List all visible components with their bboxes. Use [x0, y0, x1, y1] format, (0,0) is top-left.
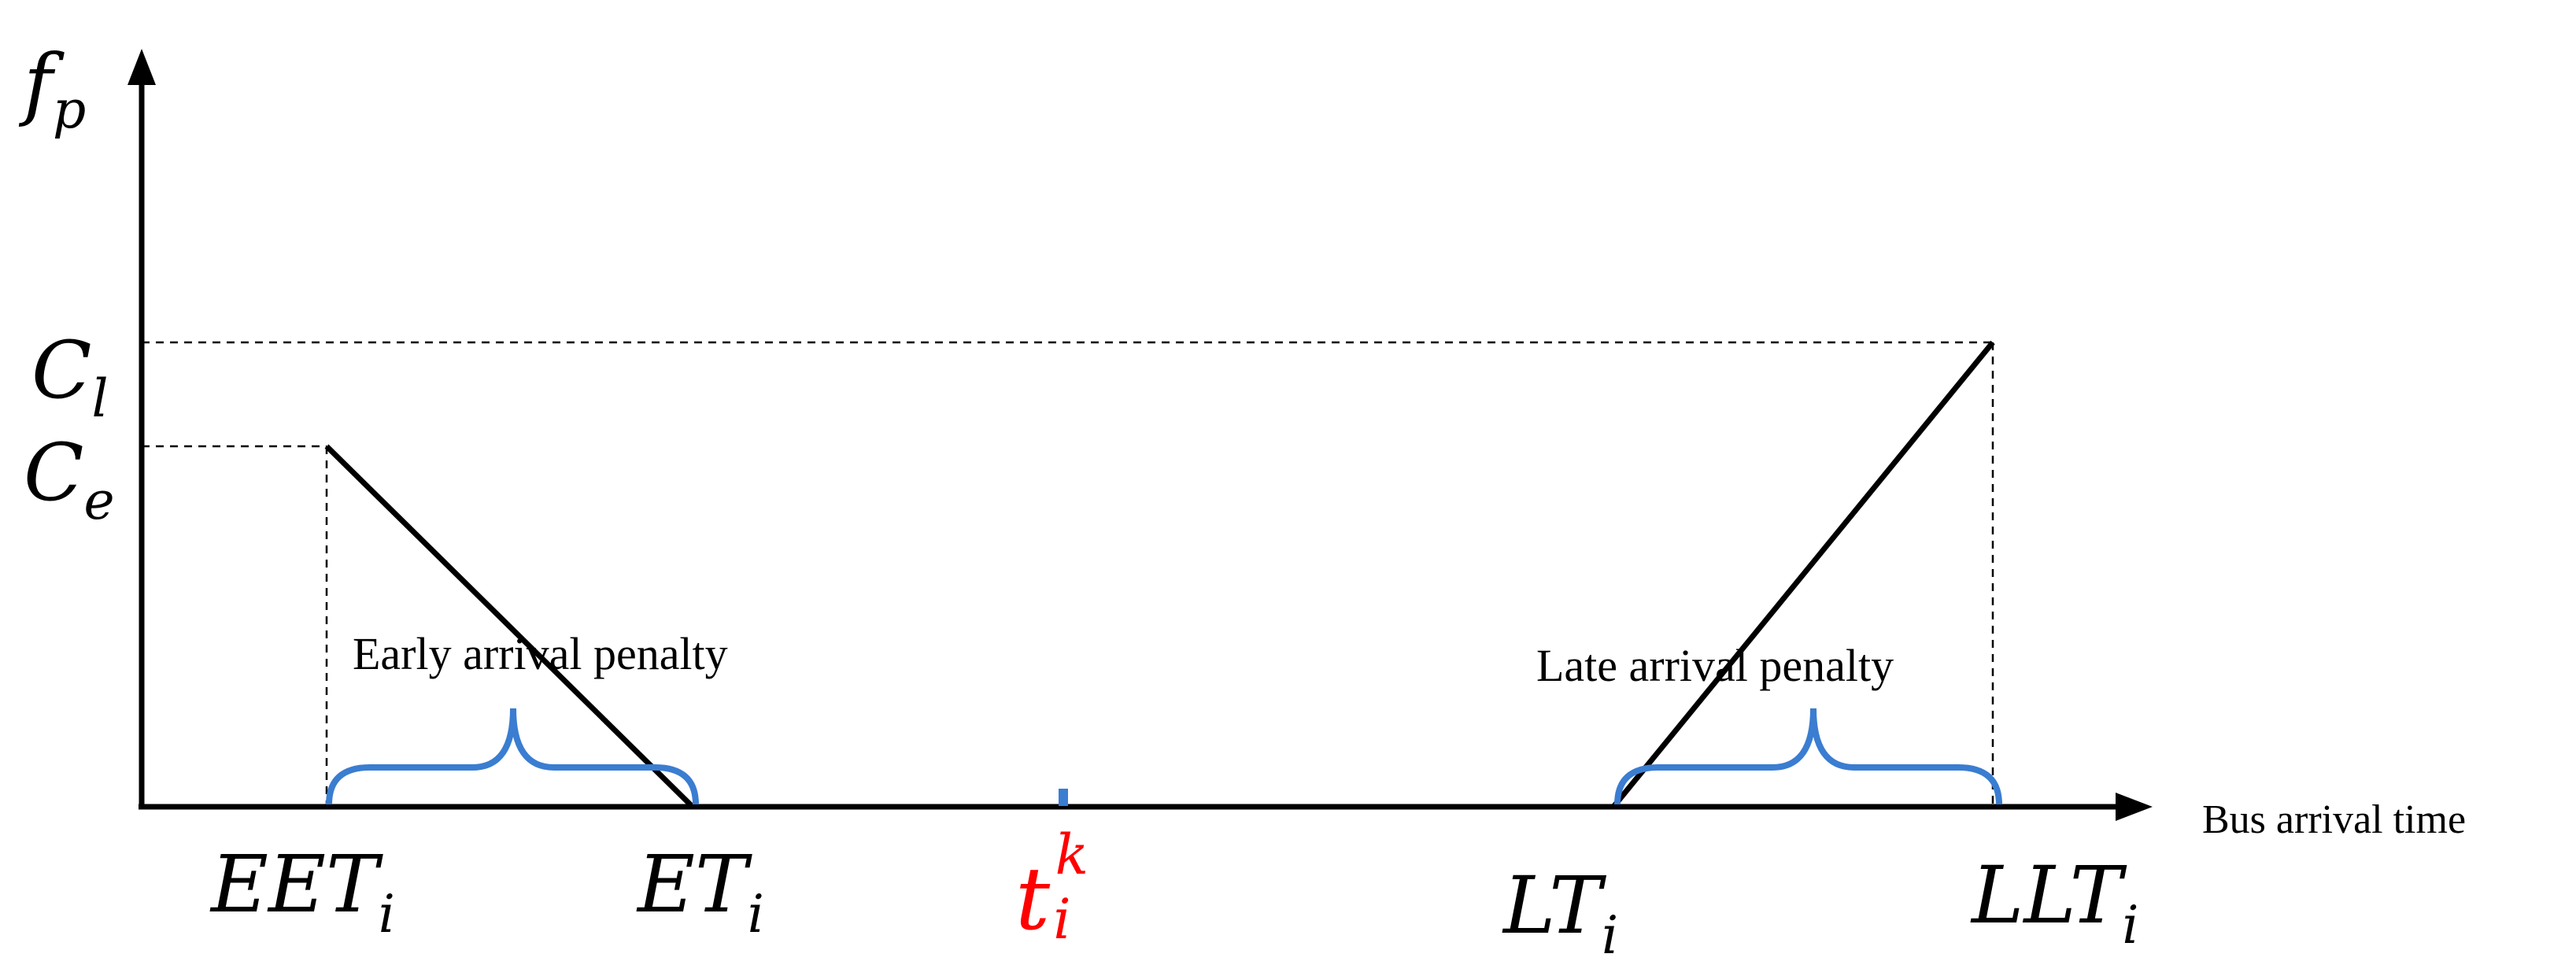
target-time-label: tik [1015, 823, 1088, 952]
early-brace [326, 708, 699, 805]
early-penalty-annotation: Early arrival penalty [353, 628, 728, 679]
y-axis-symbol: fp [18, 37, 86, 140]
eet-label: EETi [209, 838, 395, 945]
late-penalty-annotation: Late arrival penalty [1536, 640, 1894, 691]
cl-label: Cl [31, 324, 109, 429]
lt-label: LTi [1502, 860, 1618, 966]
ce-label: Ce [24, 427, 115, 531]
et-label: ETi [636, 838, 764, 945]
x-axis-label: Bus arrival time [2202, 797, 2466, 842]
late-penalty-line [1611, 340, 1995, 809]
late-brace [1614, 708, 2002, 805]
target-time-tick [1059, 789, 1068, 806]
llt-label: LLTi [1970, 849, 2138, 956]
x-axis-arrowhead [2116, 793, 2153, 821]
y-axis-arrowhead [128, 49, 156, 85]
early-penalty-line [324, 444, 695, 809]
